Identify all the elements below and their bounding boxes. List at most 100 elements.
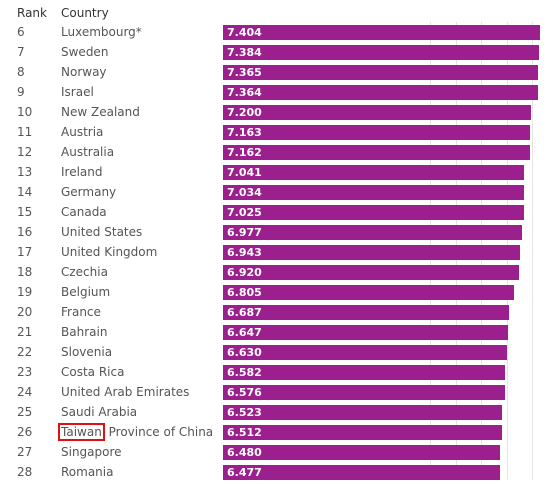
- bar-value-label: 6.630: [227, 346, 262, 359]
- rank-label: 19: [17, 285, 33, 299]
- bar-value-label: 7.162: [227, 146, 262, 159]
- rank-label: 26: [17, 425, 33, 439]
- bar: 6.687: [223, 305, 509, 320]
- chart-row: 26 Taiwan Province of China 6.512: [0, 422, 557, 442]
- country-label: Czechia: [61, 265, 108, 279]
- bar: 7.200: [223, 105, 531, 120]
- bar-value-label: 7.384: [227, 46, 262, 59]
- bar-value-label: 7.404: [227, 26, 262, 39]
- rank-label: 7: [17, 45, 25, 59]
- bar-value-label: 7.200: [227, 106, 262, 119]
- bar: 6.582: [223, 365, 505, 380]
- country-header: Country: [61, 6, 109, 20]
- bar-value-label: 7.364: [227, 86, 262, 99]
- rank-label: 16: [17, 225, 33, 239]
- country-label: Belgium: [61, 285, 111, 299]
- country-label: Luxembourg*: [61, 25, 142, 39]
- bar: 7.025: [223, 205, 524, 220]
- chart-row: 17 United Kingdom 6.943: [0, 242, 557, 262]
- bar-value-label: 7.365: [227, 66, 262, 79]
- bar: 6.943: [223, 245, 520, 260]
- bar-value-label: 6.477: [227, 466, 262, 479]
- rank-label: 10: [17, 105, 33, 119]
- rank-label: 24: [17, 385, 33, 399]
- bar: 7.163: [223, 125, 530, 140]
- chart-row: 24 United Arab Emirates 6.576: [0, 382, 557, 402]
- country-label: New Zealand: [61, 105, 140, 119]
- chart-row: 10 New Zealand 7.200: [0, 102, 557, 122]
- chart-row: 7 Sweden 7.384: [0, 42, 557, 62]
- bar: 6.647: [223, 325, 508, 340]
- country-label: Costa Rica: [61, 365, 125, 379]
- chart-row: 12 Australia 7.162: [0, 142, 557, 162]
- bar-value-label: 6.576: [227, 386, 262, 399]
- bar: 7.034: [223, 185, 524, 200]
- rank-label: 15: [17, 205, 33, 219]
- country-label: Romania: [61, 465, 114, 479]
- rank-label: 13: [17, 165, 33, 179]
- rank-label: 21: [17, 325, 33, 339]
- rank-label: 23: [17, 365, 33, 379]
- bar-value-label: 6.512: [227, 426, 262, 439]
- country-label: Sweden: [61, 45, 109, 59]
- bar-value-label: 6.977: [227, 226, 262, 239]
- country-label: Bahrain: [61, 325, 108, 339]
- chart-row: 13 Ireland 7.041: [0, 162, 557, 182]
- bar: 6.576: [223, 385, 505, 400]
- country-label: Canada: [61, 205, 107, 219]
- rank-label: 17: [17, 245, 33, 259]
- bar: 6.920: [223, 265, 519, 280]
- country-label: France: [61, 305, 101, 319]
- bar-value-label: 6.523: [227, 406, 262, 419]
- bar: 6.480: [223, 445, 500, 460]
- country-label: Austria: [61, 125, 104, 139]
- rank-label: 22: [17, 345, 33, 359]
- bar-value-label: 6.582: [227, 366, 262, 379]
- chart-row: 19 Belgium 6.805: [0, 282, 557, 302]
- country-label: United States: [61, 225, 143, 239]
- bar-value-label: 6.480: [227, 446, 262, 459]
- country-label: Australia: [61, 145, 115, 159]
- rank-label: 20: [17, 305, 33, 319]
- rank-label: 14: [17, 185, 33, 199]
- country-label: Ireland: [61, 165, 103, 179]
- rank-label: 6: [17, 25, 25, 39]
- bar: 7.404: [223, 25, 540, 40]
- chart-row: 22 Slovenia 6.630: [0, 342, 557, 362]
- chart-row: 28 Romania 6.477: [0, 462, 557, 482]
- bar: 6.523: [223, 405, 502, 420]
- chart-row: 21 Bahrain 6.647: [0, 322, 557, 342]
- country-label: United Kingdom: [61, 245, 158, 259]
- chart-row: 23 Costa Rica 6.582: [0, 362, 557, 382]
- bar: 6.512: [223, 425, 502, 440]
- bar-value-label: 7.025: [227, 206, 262, 219]
- country-label: United Arab Emirates: [61, 385, 190, 399]
- bar-value-label: 7.163: [227, 126, 262, 139]
- bar-value-label: 6.805: [227, 286, 262, 299]
- bar-value-label: 7.034: [227, 186, 262, 199]
- chart-row: 25 Saudi Arabia 6.523: [0, 402, 557, 422]
- bar-value-label: 7.041: [227, 166, 262, 179]
- rank-label: 25: [17, 405, 33, 419]
- country-label: Norway: [61, 65, 107, 79]
- chart-row: 20 France 6.687: [0, 302, 557, 322]
- rank-header: Rank: [17, 6, 47, 20]
- chart-row: 9 Israel 7.364: [0, 82, 557, 102]
- chart-row: 16 United States 6.977: [0, 222, 557, 242]
- chart-row: 15 Canada 7.025: [0, 202, 557, 222]
- country-label: Taiwan Province of China: [58, 423, 213, 441]
- bar-value-label: 6.687: [227, 306, 262, 319]
- bar: 7.384: [223, 45, 539, 60]
- chart-row: 11 Austria 7.163: [0, 122, 557, 142]
- country-label: Saudi Arabia: [61, 405, 138, 419]
- chart-row: 18 Czechia 6.920: [0, 262, 557, 282]
- chart-row: 8 Norway 7.365: [0, 62, 557, 82]
- highlight-box: Taiwan: [58, 423, 105, 441]
- gridline: [532, 22, 534, 480]
- bar: 6.630: [223, 345, 507, 360]
- country-label: Slovenia: [61, 345, 113, 359]
- bar: 6.805: [223, 285, 514, 300]
- country-label: Germany: [61, 185, 117, 199]
- bar: 7.041: [223, 165, 524, 180]
